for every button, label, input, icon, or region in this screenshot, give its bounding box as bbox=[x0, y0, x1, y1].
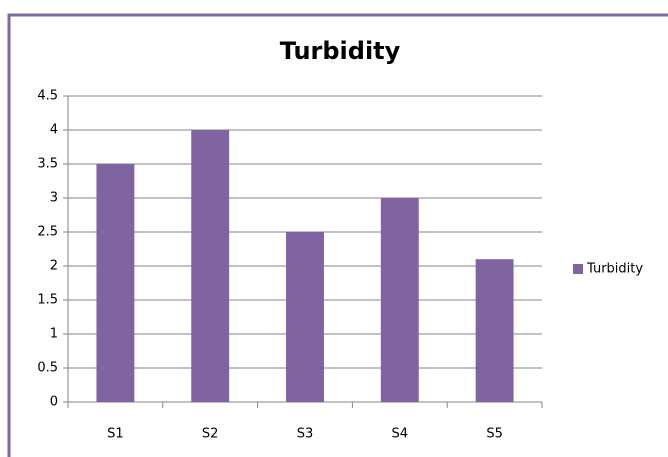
y-tick-label: 0 bbox=[50, 395, 58, 410]
y-tick-label: 4 bbox=[50, 123, 58, 138]
bar bbox=[475, 259, 514, 402]
bar bbox=[96, 164, 135, 402]
y-tick-label: 2 bbox=[50, 259, 58, 274]
y-tick-label: 0.5 bbox=[37, 361, 58, 376]
y-tick-label: 3 bbox=[50, 191, 58, 206]
bar bbox=[380, 198, 419, 402]
y-tick-label: 1.5 bbox=[37, 293, 58, 308]
x-tick-label: S4 bbox=[392, 427, 409, 442]
chart-title: Turbidity bbox=[280, 37, 401, 65]
x-tick-label: S2 bbox=[202, 427, 219, 442]
legend-swatch bbox=[573, 264, 583, 274]
legend-label: Turbidity bbox=[586, 262, 643, 277]
y-tick-label: 2.5 bbox=[37, 225, 58, 240]
x-tick-label: S1 bbox=[107, 427, 124, 442]
y-tick-label: 3.5 bbox=[37, 157, 58, 172]
x-tick-label: S5 bbox=[486, 427, 503, 442]
y-tick-label: 4.5 bbox=[37, 89, 58, 104]
y-tick-label: 1 bbox=[50, 327, 58, 342]
x-tick-label: S3 bbox=[297, 427, 314, 442]
bar bbox=[286, 232, 324, 402]
bar bbox=[191, 130, 230, 402]
